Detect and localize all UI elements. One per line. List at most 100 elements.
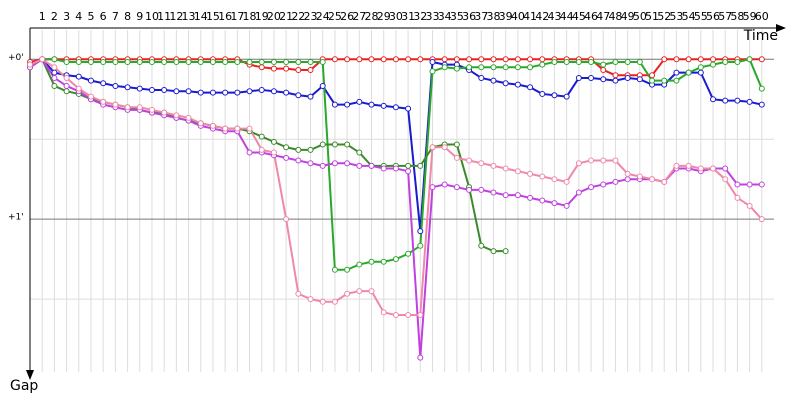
data-point: [173, 88, 180, 95]
data-point: [636, 58, 643, 65]
data-point: [466, 56, 473, 63]
axes: Time Gap 1 2 3 4 5 6 7 8 9 1011121314151617181920…: [8, 10, 786, 394]
data-point: [405, 168, 412, 175]
data-point: [51, 69, 58, 76]
x-tick-label: 10: [145, 10, 159, 23]
data-point: [368, 56, 375, 63]
x-tick-label: 55: [694, 10, 708, 23]
data-point: [380, 309, 387, 316]
data-point: [173, 58, 180, 65]
data-point: [124, 84, 131, 91]
data-point: [136, 104, 143, 111]
data-point: [685, 56, 692, 63]
data-point: [405, 162, 412, 169]
data-point: [51, 82, 58, 89]
data-point: [368, 101, 375, 108]
data-point: [551, 200, 558, 207]
data-point: [600, 76, 607, 83]
y-axis-arrow: [26, 370, 34, 380]
data-point: [356, 162, 363, 169]
x-tick-label: 5: [87, 10, 94, 23]
data-point: [649, 176, 656, 183]
data-point: [173, 112, 180, 119]
data-point: [661, 77, 668, 84]
data-point: [588, 184, 595, 191]
data-point: [551, 176, 558, 183]
data-point: [258, 86, 265, 93]
data-point: [246, 88, 253, 95]
data-point: [283, 216, 290, 223]
x-tick-label: 38: [486, 10, 500, 23]
data-point: [429, 184, 436, 191]
data-point: [417, 354, 424, 361]
data-point: [148, 86, 155, 93]
data-point: [673, 162, 680, 169]
data-point: [758, 101, 765, 108]
data-point: [63, 74, 70, 81]
data-point: [39, 56, 46, 63]
data-point: [392, 165, 399, 172]
data-point: [441, 64, 448, 71]
data-point: [758, 181, 765, 188]
data-point: [136, 58, 143, 65]
data-point: [148, 58, 155, 65]
data-point: [295, 92, 302, 99]
x-tick-label: 37: [474, 10, 488, 23]
data-point: [697, 64, 704, 71]
data-point: [307, 58, 314, 65]
data-point: [319, 58, 326, 65]
data-point: [405, 56, 412, 63]
data-point: [295, 146, 302, 153]
data-point: [685, 69, 692, 76]
data-point: [710, 165, 717, 172]
x-tick-label: 40: [511, 10, 525, 23]
data-point: [514, 168, 521, 175]
x-tick-label: 43: [547, 10, 561, 23]
x-tick-label: 26: [340, 10, 354, 23]
data-point: [600, 61, 607, 68]
data-point: [697, 56, 704, 63]
data-point: [405, 250, 412, 257]
data-point: [441, 56, 448, 63]
data-point: [563, 202, 570, 209]
data-point: [600, 66, 607, 73]
data-point: [661, 56, 668, 63]
data-point: [514, 81, 521, 88]
x-tick-label: 6: [100, 10, 107, 23]
series-line: [29, 58, 506, 253]
data-point: [453, 141, 460, 148]
data-point: [710, 56, 717, 63]
data-point: [307, 296, 314, 303]
data-point: [87, 58, 94, 65]
data-point: [478, 186, 485, 193]
x-tick-label: 46: [584, 10, 598, 23]
data-point: [673, 77, 680, 84]
x-tick-label: 23: [304, 10, 318, 23]
data-point: [392, 312, 399, 319]
x-tick-label: 4: [75, 10, 82, 23]
data-point: [722, 58, 729, 65]
x-tick-label: 49: [621, 10, 635, 23]
data-point: [490, 77, 497, 84]
data-point: [527, 84, 534, 91]
data-point: [234, 58, 241, 65]
plot: [27, 56, 765, 361]
data-point: [124, 104, 131, 111]
data-point: [478, 242, 485, 249]
data-point: [429, 68, 436, 75]
x-tick-label: 12: [169, 10, 183, 23]
x-tick-label: 14: [194, 10, 208, 23]
data-point: [319, 298, 326, 305]
data-point: [344, 160, 351, 167]
data-point: [258, 133, 265, 140]
data-point: [112, 101, 119, 108]
data-point: [490, 162, 497, 169]
data-point: [392, 256, 399, 263]
data-point: [453, 154, 460, 161]
data-point: [100, 98, 107, 105]
data-point: [722, 165, 729, 172]
data-point: [429, 58, 436, 65]
data-point: [649, 77, 656, 84]
data-point: [185, 88, 192, 95]
